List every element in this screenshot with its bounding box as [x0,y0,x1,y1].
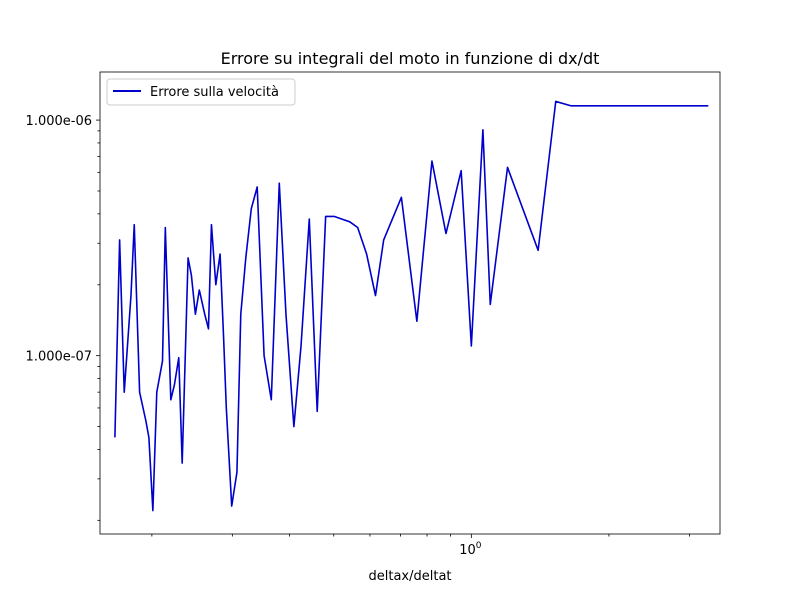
legend: Errore sulla velocità [106,78,296,106]
plot-frame [99,71,721,535]
legend-box [106,78,296,106]
plot-area: 100 1.000e-07 1.000e-06 [26,71,721,558]
y-tick-label: 1.000e-07 [26,350,92,365]
x-axis-label: deltax/deltat [368,569,451,584]
series-line-0 [114,100,709,512]
legend-entry-label: Errore sulla velocità [150,85,279,100]
y-tick-label: 1.000e-06 [26,114,92,129]
x-tick-label: 100 [459,541,482,558]
chart-title: Errore su integrali del moto in funzione… [221,49,600,68]
